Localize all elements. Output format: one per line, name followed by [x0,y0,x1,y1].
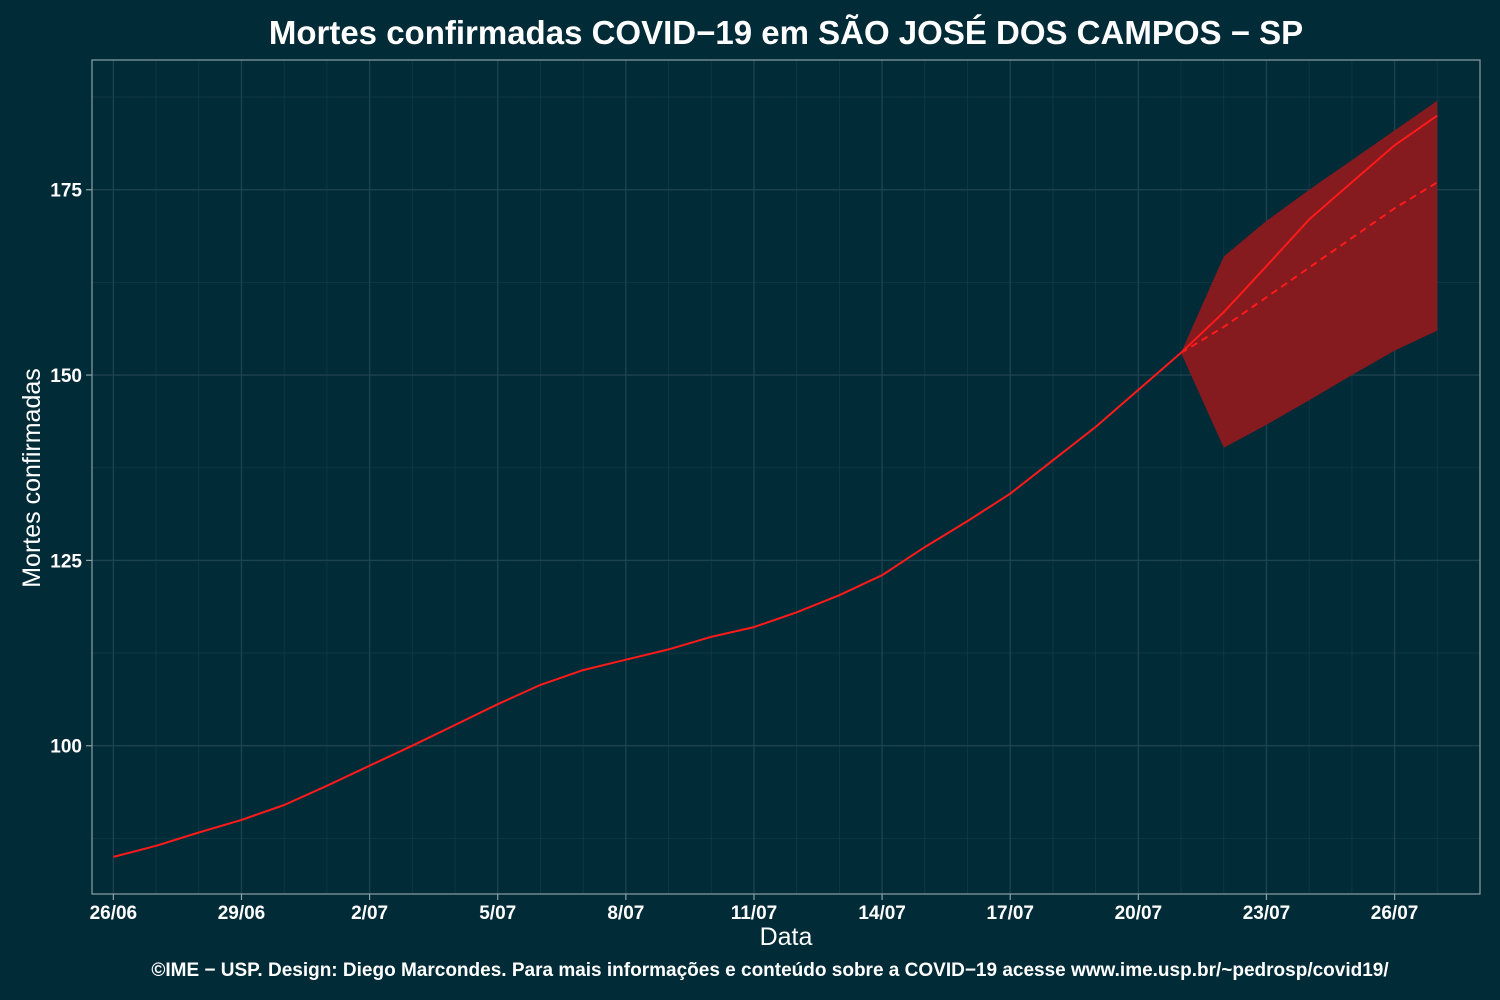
trend-dashed-line [1180,181,1438,354]
x-tick-label: 14/07 [858,903,906,924]
prediction-band [1181,100,1438,448]
x-tick-label: 8/07 [607,903,644,924]
y-axis-title: Mortes confirmadas [18,368,46,588]
observed-deaths-line [113,352,1182,858]
x-tick-label: 29/06 [218,903,266,924]
x-tick-label: 2/07 [351,903,388,924]
plot-frame [91,59,1481,895]
x-tick-label: 26/07 [1371,903,1419,924]
series-lines-group [113,114,1438,858]
x-tick-label: 5/07 [479,903,516,924]
y-tick-label: 100 [50,737,82,758]
x-tick-label: 23/07 [1243,903,1291,924]
prediction-band-group [1181,100,1438,448]
forecast-line [1180,114,1438,354]
x-axis: 26/06 29/06 2/07 5/07 8/07 11/07 14/07 17/07 20/… [90,894,1419,924]
x-tick-label: 11/07 [731,903,778,924]
y-tick-label: 175 [50,181,82,202]
footer-credit: ©IME − USP. Design: Diego Marcondes. Par… [151,960,1389,981]
y-axis: 100 125 150 175 [50,181,92,758]
x-tick-label: 17/07 [986,903,1034,924]
x-axis-title: Data [760,923,813,951]
x-tick-label: 20/07 [1115,903,1163,924]
y-tick-label: 125 [50,551,82,572]
y-tick-label: 150 [50,366,82,387]
chart-title: Mortes confirmadas COVID−19 em SÃO JOSÉ … [269,14,1303,51]
grid-lines [92,60,1481,894]
x-tick-label: 26/06 [90,903,138,924]
